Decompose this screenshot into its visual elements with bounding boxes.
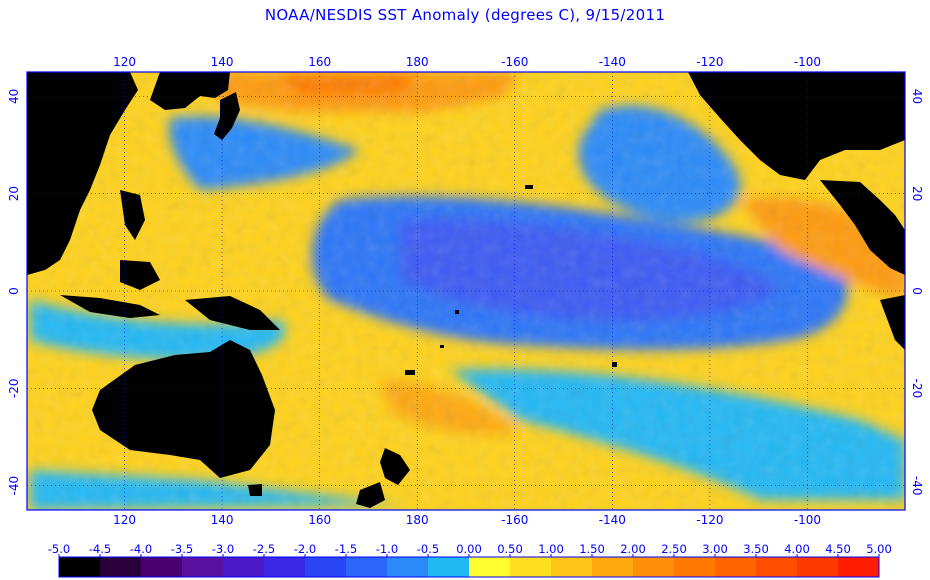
- colorbar-label: 1.00: [538, 542, 564, 556]
- colorbar-swatch: [387, 557, 429, 577]
- colorbar-label: -3.0: [212, 542, 234, 556]
- colorbar-label: -2.5: [253, 542, 275, 556]
- colorbar-label: 4.50: [825, 542, 851, 556]
- lat-tick-label-right: -20: [910, 379, 924, 399]
- axis-tick-labels: 120 120 140 140 160 160 180 180 -160 -160 -140 -140…: [7, 55, 924, 527]
- lon-tick-label-bottom: 180: [406, 513, 429, 527]
- colorbar-label: 1.50: [579, 542, 605, 556]
- colorbar-swatch: [469, 557, 511, 577]
- colorbar-swatch: [797, 557, 839, 577]
- lon-tick-label-top: 180: [406, 55, 429, 69]
- lat-tick-label-right: 20: [910, 186, 924, 201]
- lon-tick-label-top: 140: [211, 55, 234, 69]
- lon-tick-label-bottom: -140: [599, 513, 626, 527]
- colorbar-swatch: [223, 557, 265, 577]
- lon-tick-label-top: -100: [794, 55, 821, 69]
- lon-tick-label-bottom: 140: [211, 513, 234, 527]
- colorbar-swatch: [838, 557, 880, 577]
- colorbar-label: 0.00: [456, 542, 482, 556]
- lat-tick-label-right: 40: [910, 89, 924, 104]
- map-title: NOAA/NESDIS SST Anomaly (degrees C), 9/1…: [264, 6, 666, 24]
- lon-tick-label-bottom: -160: [501, 513, 528, 527]
- colorbar-swatch: [141, 557, 183, 577]
- lat-tick-label-left: 0: [7, 287, 21, 295]
- lon-tick-label-top: -120: [696, 55, 723, 69]
- colorbar-swatch: [756, 557, 798, 577]
- colorbar-label: 0.50: [497, 542, 523, 556]
- colorbar-swatch: [510, 557, 552, 577]
- colorbar-label: 5.00: [866, 542, 892, 556]
- colorbar-label: 2.50: [661, 542, 687, 556]
- colorbar-swatch: [633, 557, 675, 577]
- colorbar-swatch: [182, 557, 224, 577]
- lon-tick-label-top: -140: [599, 55, 626, 69]
- colorbar-label: 4.00: [784, 542, 810, 556]
- lon-tick-label-top: -160: [501, 55, 528, 69]
- colorbar-label: 3.00: [702, 542, 728, 556]
- colorbar-swatch: [428, 557, 470, 577]
- colorbar-label: -0.5: [417, 542, 439, 556]
- lat-tick-label-right: 0: [910, 287, 924, 295]
- lon-tick-label-top: 160: [308, 55, 331, 69]
- map-frame: [26, 71, 906, 511]
- graticule: [27, 72, 905, 510]
- lon-tick-label-bottom: 160: [308, 513, 331, 527]
- colorbar-swatch: [674, 557, 716, 577]
- lat-tick-label-left: 40: [7, 89, 21, 104]
- lon-tick-label-bottom: 120: [113, 513, 136, 527]
- lat-tick-label-left: -20: [7, 379, 21, 399]
- map-field: [27, 72, 905, 510]
- colorbar-label: 3.50: [743, 542, 769, 556]
- colorbar: -5.0 -4.5 -4.0 -3.5 -3.0 -2.5 -2.0 -1.5 -1.0 -0.5…: [48, 542, 892, 578]
- lat-tick-label-left: -40: [7, 476, 21, 496]
- colorbar-swatch: [551, 557, 593, 577]
- lon-tick-label-bottom: -100: [794, 513, 821, 527]
- colorbar-swatch: [59, 557, 101, 577]
- colorbar-label: -1.5: [335, 542, 357, 556]
- land-masses: [27, 72, 905, 508]
- colorbar-label: -3.5: [171, 542, 193, 556]
- lon-tick-label-top: 120: [113, 55, 136, 69]
- colorbar-swatch: [592, 557, 634, 577]
- lon-tick-label-bottom: -120: [696, 513, 723, 527]
- colorbar-swatch: [305, 557, 347, 577]
- colorbar-label: -5.0: [48, 542, 70, 556]
- colorbar-label: -4.5: [89, 542, 111, 556]
- colorbar-label: -4.0: [130, 542, 152, 556]
- lat-tick-label-left: 20: [7, 186, 21, 201]
- colorbar-label: -2.0: [294, 542, 316, 556]
- colorbar-swatch: [715, 557, 757, 577]
- colorbar-label: -1.0: [376, 542, 398, 556]
- lat-tick-label-right: -40: [910, 476, 924, 496]
- colorbar-swatch: [100, 557, 142, 577]
- colorbar-swatch: [264, 557, 306, 577]
- colorbar-label: 2.00: [620, 542, 646, 556]
- colorbar-swatch: [346, 557, 388, 577]
